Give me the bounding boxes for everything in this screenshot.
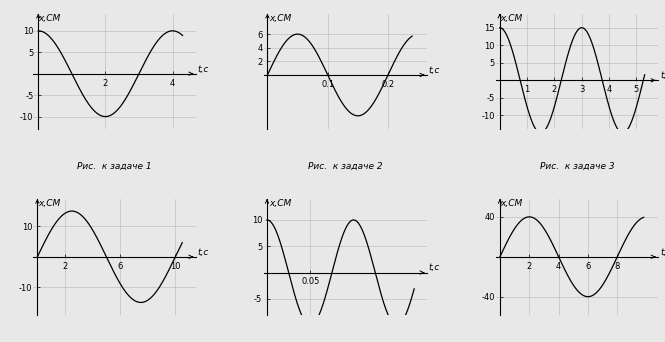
Text: Рис.  к задаче 2: Рис. к задаче 2 <box>309 162 383 171</box>
Text: x,CM: x,CM <box>38 199 61 208</box>
Text: t,c: t,c <box>660 248 665 256</box>
Text: x,CM: x,CM <box>269 199 291 208</box>
Text: x,CM: x,CM <box>501 14 523 23</box>
Text: t,c: t,c <box>198 248 209 256</box>
Text: Рис.  к задаче 3: Рис. к задаче 3 <box>539 162 614 171</box>
Text: t,c: t,c <box>660 71 665 80</box>
Text: x,CM: x,CM <box>269 14 291 23</box>
Text: x,CM: x,CM <box>501 199 523 208</box>
Text: t,c: t,c <box>429 66 440 75</box>
Text: t,c: t,c <box>198 65 209 74</box>
Text: Рис.  к задаче 1: Рис. к задаче 1 <box>77 162 152 171</box>
Text: t,c: t,c <box>429 263 440 273</box>
Text: x,CM: x,CM <box>38 14 61 23</box>
